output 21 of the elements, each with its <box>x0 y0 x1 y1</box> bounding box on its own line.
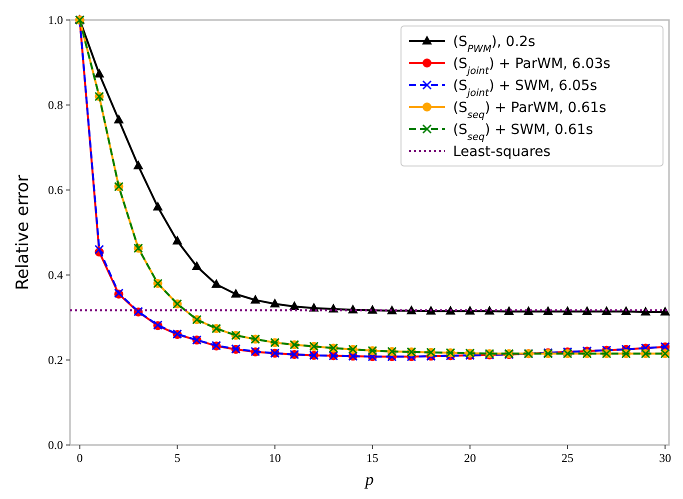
y-tick-label: 0.0 <box>48 438 63 452</box>
y-tick-label: 0.8 <box>48 98 63 112</box>
y-tick-label: 1.0 <box>48 13 63 27</box>
y-tick-label: 0.2 <box>48 353 63 367</box>
legend-label: Least-squares <box>453 144 551 160</box>
x-tick-label: 30 <box>659 451 672 465</box>
x-tick-label: 20 <box>464 451 476 465</box>
x-tick-label: 5 <box>174 451 180 465</box>
x-tick-label: 15 <box>366 451 378 465</box>
x-tick-label: 0 <box>76 451 83 465</box>
legend-label: (S$_{PWM}$), 0.2s <box>453 34 536 54</box>
x-tick-label: 25 <box>562 451 574 465</box>
y-tick-label: 0.6 <box>48 183 63 197</box>
legend-label: (S$_{joint}$) + SWM, 6.05s <box>453 78 598 98</box>
legend-label: (S$_{seq}$) + ParWM, 0.61s <box>453 100 606 120</box>
x-axis-title: p <box>364 470 374 489</box>
y-axis-title: Relative error <box>13 174 33 290</box>
y-tick-label: 0.4 <box>48 268 63 282</box>
x-tick-label: 10 <box>268 451 281 465</box>
legend-label: (S$_{seq}$) + SWM, 0.61s <box>453 122 593 142</box>
legend-label: (S$_{joint}$) + ParWM, 6.03s <box>453 56 610 76</box>
